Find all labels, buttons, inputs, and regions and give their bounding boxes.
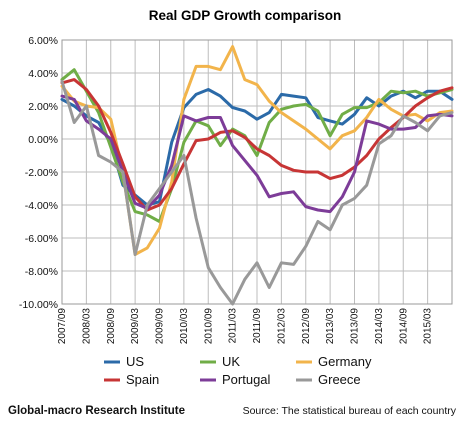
y-tick-label: -6.00% bbox=[25, 233, 58, 245]
x-tick-label: 2010/09 bbox=[203, 308, 214, 345]
legend-label-germany: Germany bbox=[318, 354, 372, 369]
x-tick-label: 2015/03 bbox=[423, 308, 434, 345]
x-tick-label: 2014/03 bbox=[374, 308, 385, 345]
y-tick-label: 4.00% bbox=[28, 68, 58, 80]
x-tick-label: 2008/09 bbox=[106, 308, 117, 345]
legend-label-greece: Greece bbox=[318, 372, 361, 387]
y-tick-label: 2.00% bbox=[28, 101, 58, 113]
x-tick-label: 2012/03 bbox=[276, 308, 287, 345]
y-tick-label: 0.00% bbox=[28, 134, 58, 146]
y-axis-ticks: 6.00% 4.00% 2.00% 0.00% -2.00% -4.00% -6.00% -8… bbox=[19, 35, 58, 311]
series-line-spain bbox=[60, 78, 454, 212]
legend-label-spain: Spain bbox=[126, 372, 159, 387]
series-line-portugal bbox=[60, 94, 454, 214]
x-tick-label: 2014/09 bbox=[398, 308, 409, 345]
y-tick-label: -2.00% bbox=[25, 167, 58, 179]
legend-label-us: US bbox=[126, 354, 144, 369]
x-tick-label: 2011/09 bbox=[252, 308, 263, 344]
y-tick-label: -4.00% bbox=[25, 200, 58, 212]
x-tick-label: 2009/03 bbox=[130, 308, 141, 345]
series-lines bbox=[60, 45, 454, 306]
chart-title: Real GDP Growth comparison bbox=[149, 8, 342, 23]
legend-label-portugal: Portugal bbox=[222, 372, 271, 387]
footer-source: Source: The statistical bureau of each c… bbox=[243, 405, 457, 417]
plot-frame bbox=[61, 39, 453, 305]
x-tick-label: 2013/09 bbox=[350, 308, 361, 345]
x-axis-ticks: 2007/09 2008/03 2008/09 2009/03 2009/09 2010/… bbox=[57, 308, 434, 345]
y-tick-label: -10.00% bbox=[19, 299, 58, 311]
y-tick-label: 6.00% bbox=[28, 35, 58, 47]
x-tick-label: 2009/09 bbox=[155, 308, 166, 345]
x-tick-label: 2011/03 bbox=[228, 308, 239, 344]
x-tick-label: 2007/09 bbox=[57, 308, 68, 345]
footer-institute: Global-macro Research Institute bbox=[8, 405, 185, 417]
y-tick-label: -8.00% bbox=[25, 266, 58, 278]
legend: US UK Germany Spain Portugal Greece bbox=[104, 354, 372, 387]
x-tick-label: 2010/03 bbox=[179, 308, 190, 345]
x-tick-label: 2013/03 bbox=[325, 308, 336, 345]
series-line-greece bbox=[60, 79, 454, 306]
x-tick-label: 2008/03 bbox=[81, 308, 92, 345]
legend-label-uk: UK bbox=[222, 354, 240, 369]
x-tick-label: 2012/09 bbox=[301, 308, 312, 345]
